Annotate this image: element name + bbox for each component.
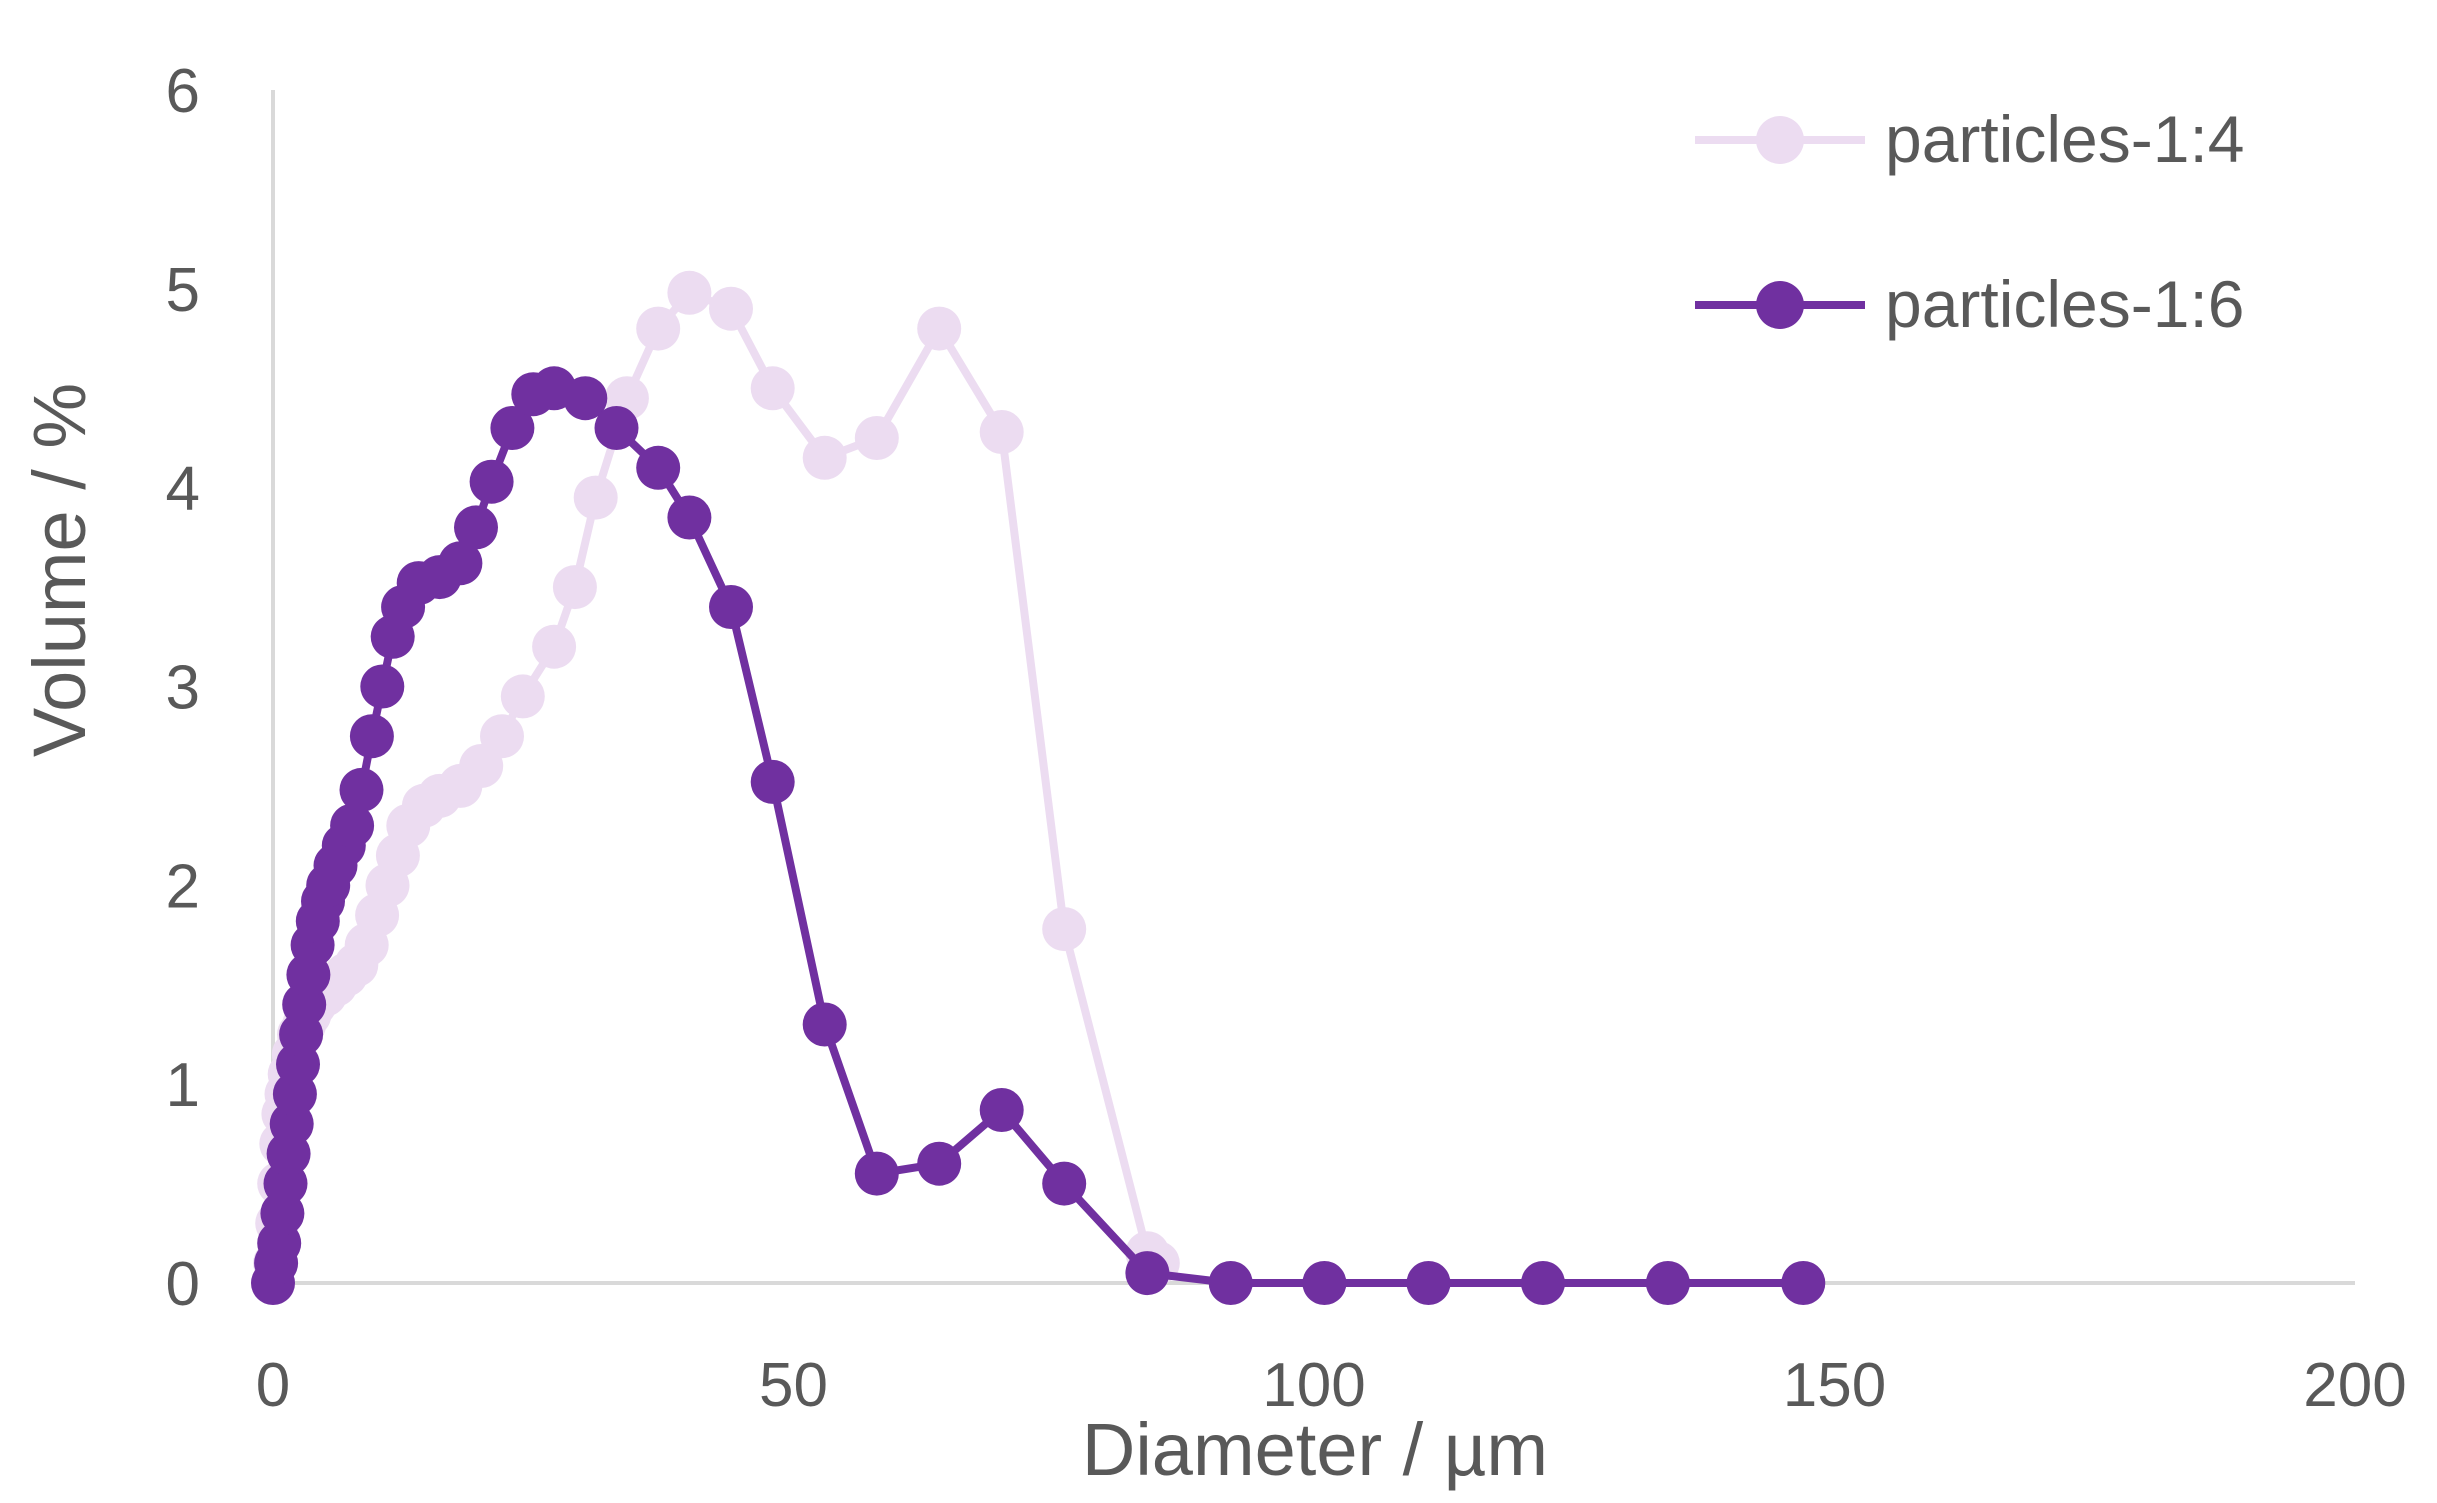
y-tick-label: 1 (166, 1051, 200, 1120)
x-tick-label: 150 (1783, 1351, 1886, 1420)
data-point (750, 759, 795, 804)
data-point (1208, 1261, 1253, 1305)
data-point (917, 1141, 962, 1186)
tick-labels: 0 50 100 150 200 0 1 2 3 4 5 6 (166, 57, 2407, 1420)
data-point (979, 1088, 1024, 1132)
data-point (438, 541, 483, 586)
data-point (750, 366, 795, 411)
y-tick-label: 5 (166, 256, 200, 325)
data-point (1781, 1261, 1826, 1305)
y-tick-label: 3 (166, 654, 200, 723)
x-tick-label: 200 (2303, 1351, 2406, 1420)
data-point (802, 435, 847, 480)
legend-label-1: particles-1:4 (1885, 102, 2245, 176)
data-point (490, 406, 535, 450)
y-tick-label: 4 (166, 455, 200, 524)
legend-label-2: particles-1:6 (1885, 267, 2245, 341)
x-tick-label: 50 (759, 1351, 828, 1420)
data-point (709, 585, 753, 629)
y-tick-label: 2 (166, 852, 200, 921)
x-tick-label: 0 (256, 1351, 290, 1420)
y-axis-title: Volume / % (18, 383, 101, 757)
data-point (1042, 1161, 1087, 1206)
data-point (636, 445, 681, 490)
data-point (1645, 1261, 1690, 1305)
data-point (480, 714, 524, 759)
data-point (552, 565, 597, 610)
data-point (1042, 907, 1087, 952)
data-point (979, 410, 1024, 454)
data-point (454, 505, 498, 550)
data-point (573, 475, 618, 520)
series-layer (251, 270, 1826, 1305)
data-point (636, 306, 681, 351)
data-point (854, 416, 899, 460)
data-point (1521, 1261, 1565, 1305)
data-point (360, 664, 405, 709)
legend-item-2: particles-1:6 (1695, 267, 2245, 341)
data-point (563, 376, 608, 421)
legend: particles-1:4 particles-1:6 (1695, 102, 2245, 341)
data-point (469, 459, 514, 504)
legend-marker-1 (1756, 116, 1804, 164)
data-point (532, 624, 577, 669)
data-point (667, 270, 712, 315)
data-point (667, 495, 712, 540)
x-tick-label: 100 (1262, 1351, 1365, 1420)
data-point (339, 767, 384, 812)
legend-marker-2 (1756, 281, 1804, 329)
data-point (917, 306, 962, 351)
data-point (594, 406, 639, 450)
data-point (349, 714, 394, 759)
series-line-2 (269, 384, 1804, 1287)
data-point (802, 1002, 847, 1047)
data-point (1406, 1261, 1451, 1305)
series-2 (251, 366, 1826, 1305)
legend-item-1: particles-1:4 (1695, 102, 2245, 176)
x-axis-title: Diameter / µm (1082, 1408, 1548, 1491)
data-point (854, 1151, 899, 1196)
data-point (1302, 1261, 1347, 1305)
data-point (330, 803, 375, 848)
y-tick-label: 0 (166, 1250, 200, 1319)
data-point (709, 286, 753, 331)
y-tick-label: 6 (166, 57, 200, 126)
data-point (1125, 1251, 1170, 1296)
data-point (500, 674, 545, 719)
